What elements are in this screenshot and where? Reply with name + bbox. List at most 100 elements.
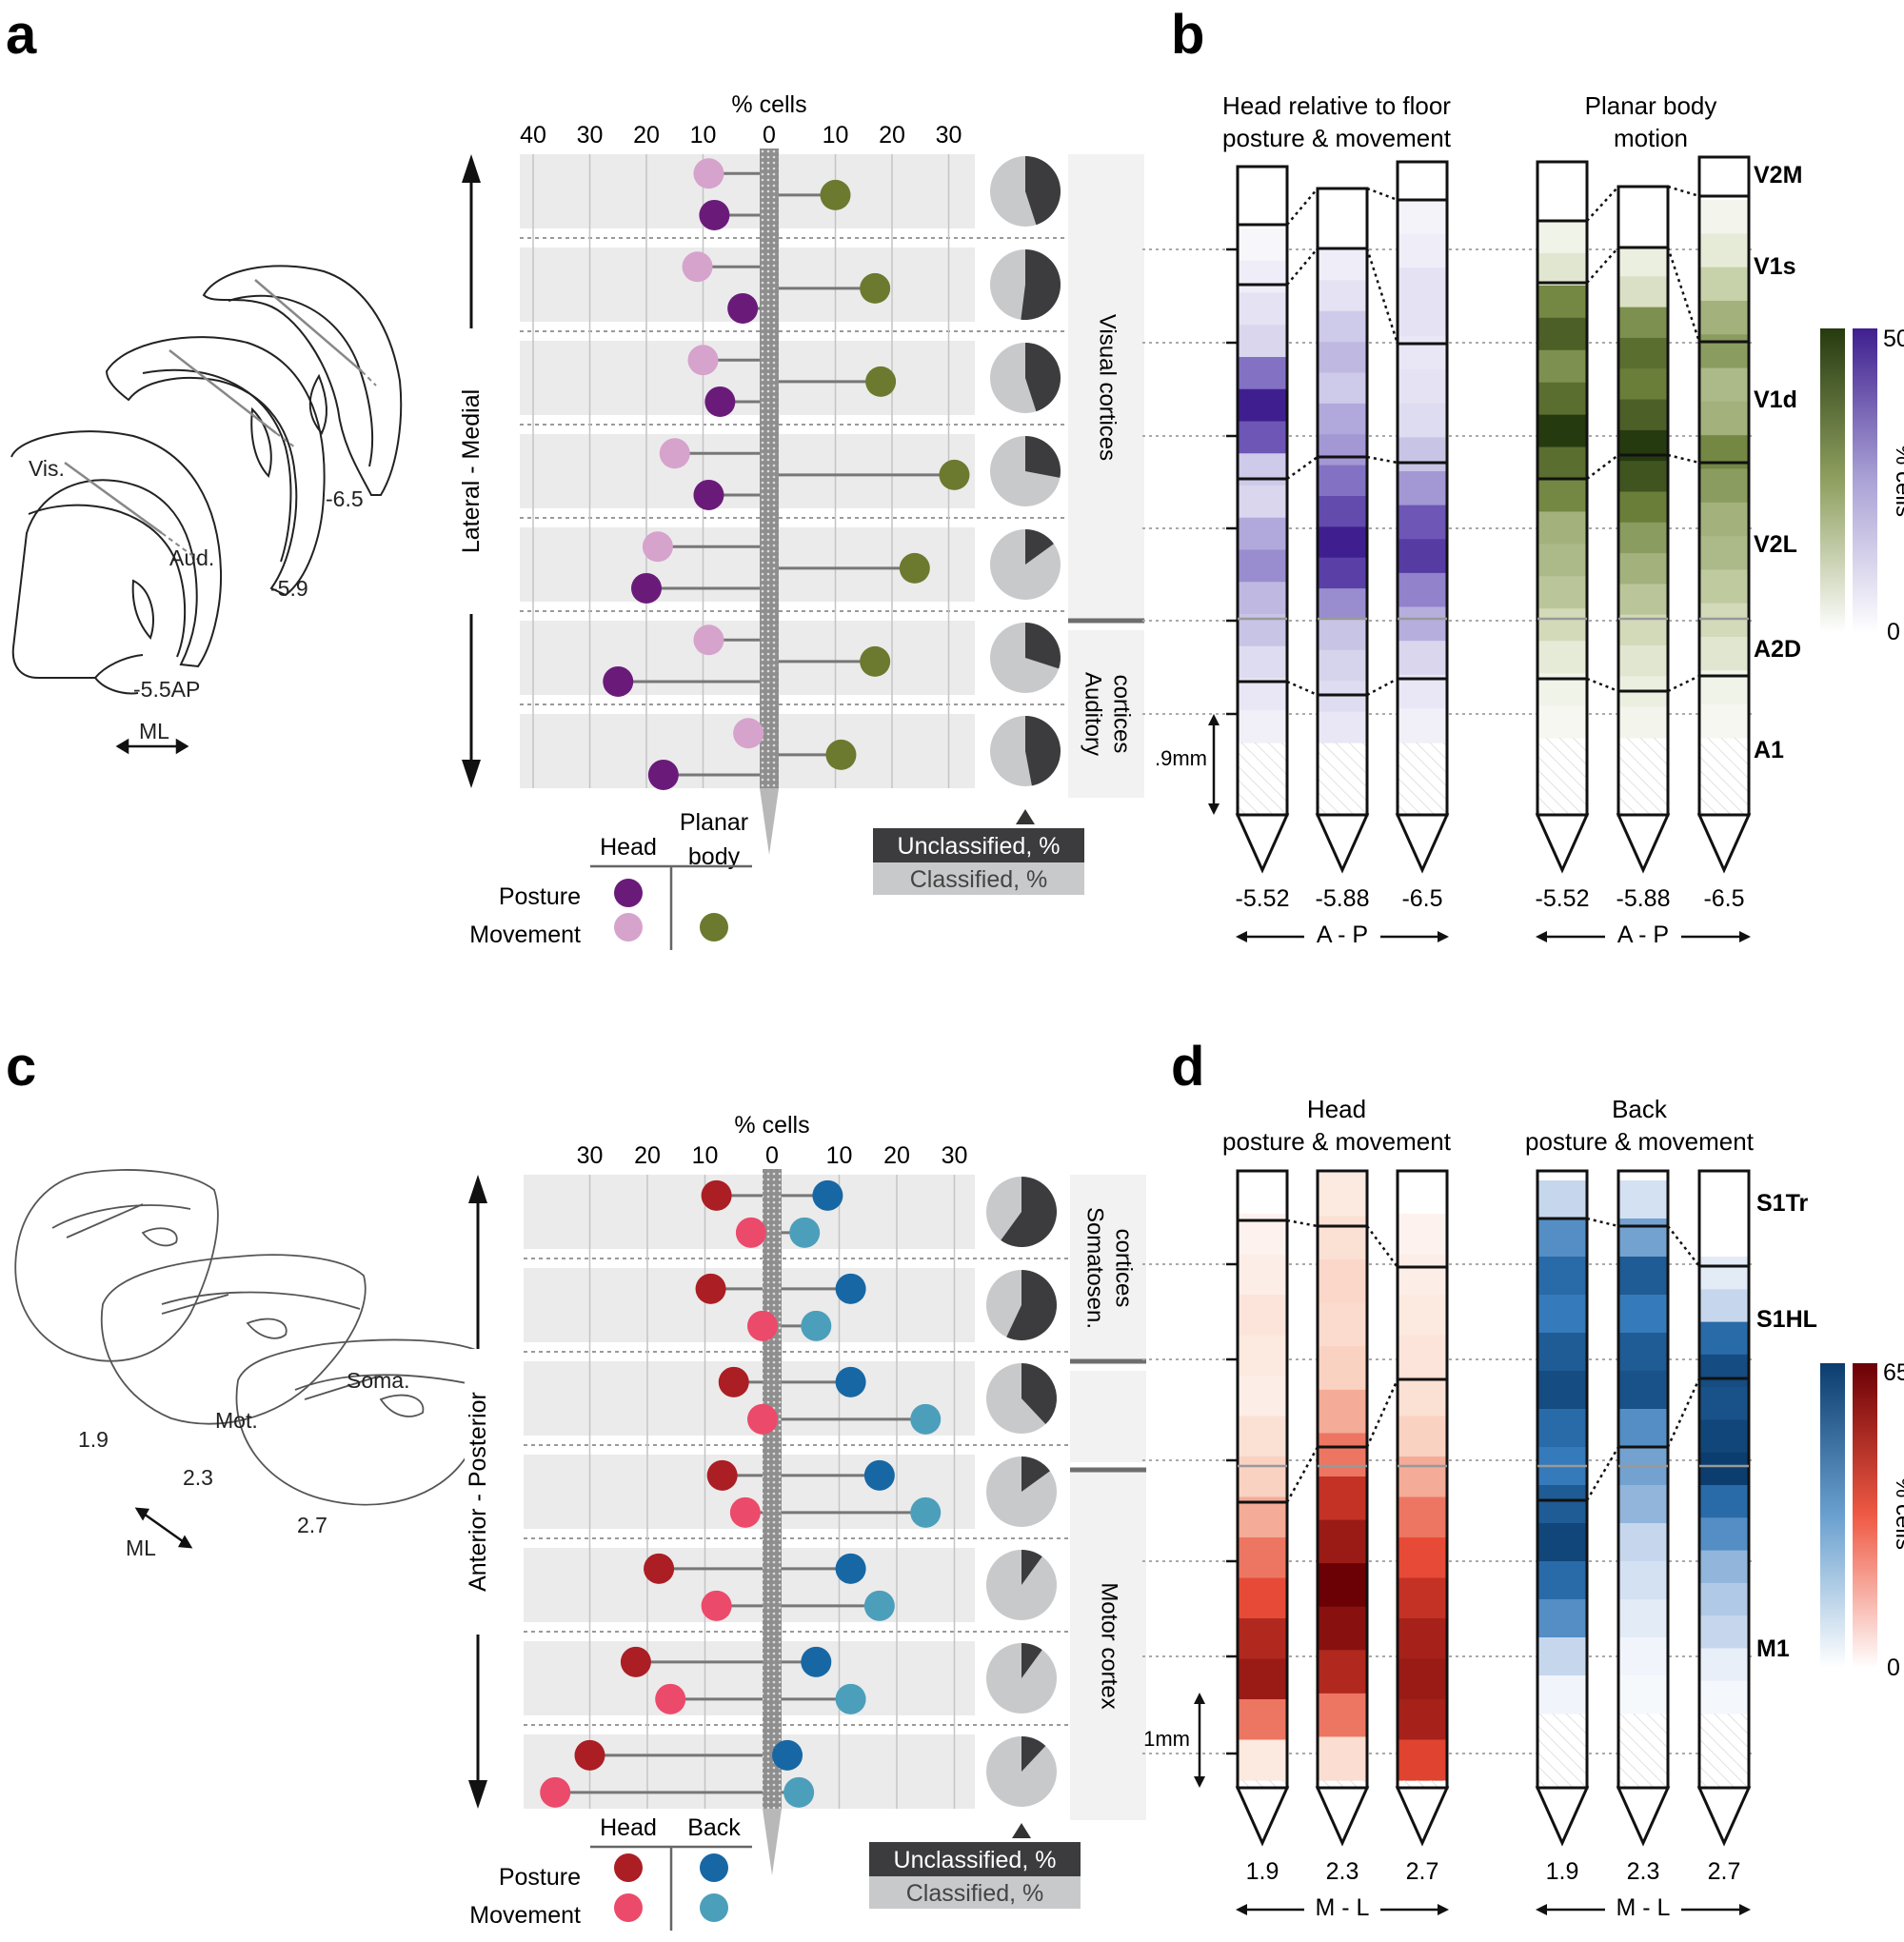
- lollipop-point: [783, 1776, 815, 1808]
- region-label: Auditory: [1081, 672, 1106, 756]
- heat-cell: [1238, 1618, 1287, 1660]
- scale-bar-head: [1208, 714, 1220, 725]
- heat-cell: [1537, 641, 1587, 674]
- left-probe-label: 2.3: [1326, 1858, 1359, 1885]
- heat-cell: [1398, 1537, 1447, 1579]
- heat-cell: [1618, 584, 1668, 616]
- probe-set-title: Head relative to floor: [1222, 91, 1451, 120]
- heat-cell: [1699, 435, 1749, 470]
- pie-unclassified: [1025, 622, 1061, 669]
- heat-cell: [1618, 645, 1668, 677]
- heat-cell: [1618, 429, 1668, 462]
- lollipop-point: [865, 366, 897, 397]
- heat-cell: [1398, 471, 1447, 506]
- vertical-axis-label: Lateral - Medial: [458, 389, 485, 553]
- heat-cell: [1238, 228, 1287, 262]
- heat-cell: [1318, 1606, 1367, 1651]
- legend-col-2: Back: [687, 1814, 741, 1841]
- axis-title: % cells: [734, 1112, 809, 1139]
- heat-cell: [1238, 421, 1287, 454]
- brain-schematic-c: [14, 1169, 491, 1506]
- lollipop-point: [693, 158, 724, 189]
- heat-cell: [1537, 1295, 1587, 1334]
- brain-label-1-9: 1.9: [78, 1427, 109, 1452]
- heat-cell: [1318, 681, 1367, 713]
- lollipop-point: [860, 645, 891, 677]
- pie-unclassified: [1025, 716, 1061, 786]
- heat-cell: [1537, 705, 1587, 739]
- heat-cell: [1398, 1618, 1447, 1660]
- direction-label: A - P: [1617, 921, 1669, 948]
- heat-cell: [1398, 1416, 1447, 1457]
- probe-tip: [1235, 813, 1290, 874]
- probe-set-title: posture & movement: [1525, 1127, 1755, 1156]
- arrow-head-bottom: [468, 1780, 487, 1809]
- colorbar-label: % cells: [1891, 445, 1904, 517]
- heat-cell: [1618, 1675, 1668, 1714]
- lollipop-point: [704, 386, 736, 417]
- heat-cell: [1238, 645, 1287, 680]
- lollipop-point: [701, 1179, 732, 1211]
- heat-cell: [1699, 1387, 1749, 1421]
- pie-legend-pointer: [1016, 809, 1035, 824]
- heat-cell: [1618, 1219, 1668, 1258]
- arrow-head-top: [462, 154, 481, 183]
- colorbar-red: [1853, 1363, 1877, 1668]
- heat-cell: [1618, 307, 1668, 339]
- heat-cell: [1398, 233, 1447, 268]
- heat-cell: [1699, 1485, 1749, 1518]
- panel-letter-d: d: [1171, 1036, 1204, 1098]
- direction-arrow-head: [1236, 931, 1247, 942]
- region-label: Motor cortex: [1097, 1582, 1122, 1709]
- lollipop-point: [735, 1217, 766, 1248]
- right-probe-label: 2.7: [1708, 1858, 1741, 1885]
- heat-cell: [1398, 505, 1447, 540]
- row-band: [524, 1548, 975, 1622]
- probe-hatch: [1238, 1780, 1287, 1788]
- boundary-connector: [1286, 188, 1319, 226]
- probe-hatch: [1398, 743, 1447, 815]
- boundary-connector: [1586, 186, 1619, 222]
- tick-label: 0: [763, 122, 776, 149]
- probe-hatch: [1318, 743, 1367, 815]
- arrow-head-top: [468, 1175, 487, 1203]
- heat-cell: [1537, 414, 1587, 448]
- area-label: A2D: [1754, 636, 1801, 663]
- heat-cell: [1618, 1295, 1668, 1334]
- heat-cell: [1318, 403, 1367, 435]
- tick-label: 40: [520, 122, 546, 149]
- heat-cell: [1318, 1216, 1367, 1260]
- panel-letter-a: a: [6, 4, 37, 66]
- heat-cell: [1318, 649, 1367, 682]
- region-panel: [1070, 1472, 1146, 1820]
- heat-cell: [1398, 1214, 1447, 1256]
- probe-set-title: motion: [1614, 124, 1688, 152]
- tick-label: 20: [879, 122, 905, 149]
- pie-unclassified: [1021, 1550, 1042, 1585]
- heat-cell: [1537, 1219, 1587, 1258]
- probe-tip: [1315, 1786, 1370, 1847]
- heat-cell: [1398, 335, 1447, 370]
- heat-cell: [1699, 367, 1749, 403]
- heat-cell: [1398, 437, 1447, 472]
- heat-cell: [1238, 357, 1287, 390]
- region-label: Somatosen.: [1082, 1207, 1108, 1329]
- heat-cell: [1618, 1180, 1668, 1219]
- probe-hatch: [1398, 1780, 1447, 1788]
- right-probe-label: -5.88: [1616, 885, 1671, 912]
- direction-label: M - L: [1616, 1894, 1671, 1921]
- lollipop-point: [620, 1646, 651, 1677]
- probe-hatch: [1699, 738, 1749, 815]
- legend-swatch: [614, 879, 643, 907]
- heat-cell: [1398, 539, 1447, 574]
- heat-cell: [1699, 1680, 1749, 1714]
- row-band: [520, 434, 975, 508]
- heat-cell: [1318, 249, 1367, 281]
- probe-tip: [1395, 813, 1450, 874]
- heat-cell: [1398, 369, 1447, 405]
- lollipop-point: [801, 1646, 832, 1677]
- heat-cell: [1398, 1699, 1447, 1741]
- heat-cell: [1238, 260, 1287, 294]
- heat-cell: [1318, 1519, 1367, 1564]
- direction-arrow-head: [1536, 1904, 1547, 1915]
